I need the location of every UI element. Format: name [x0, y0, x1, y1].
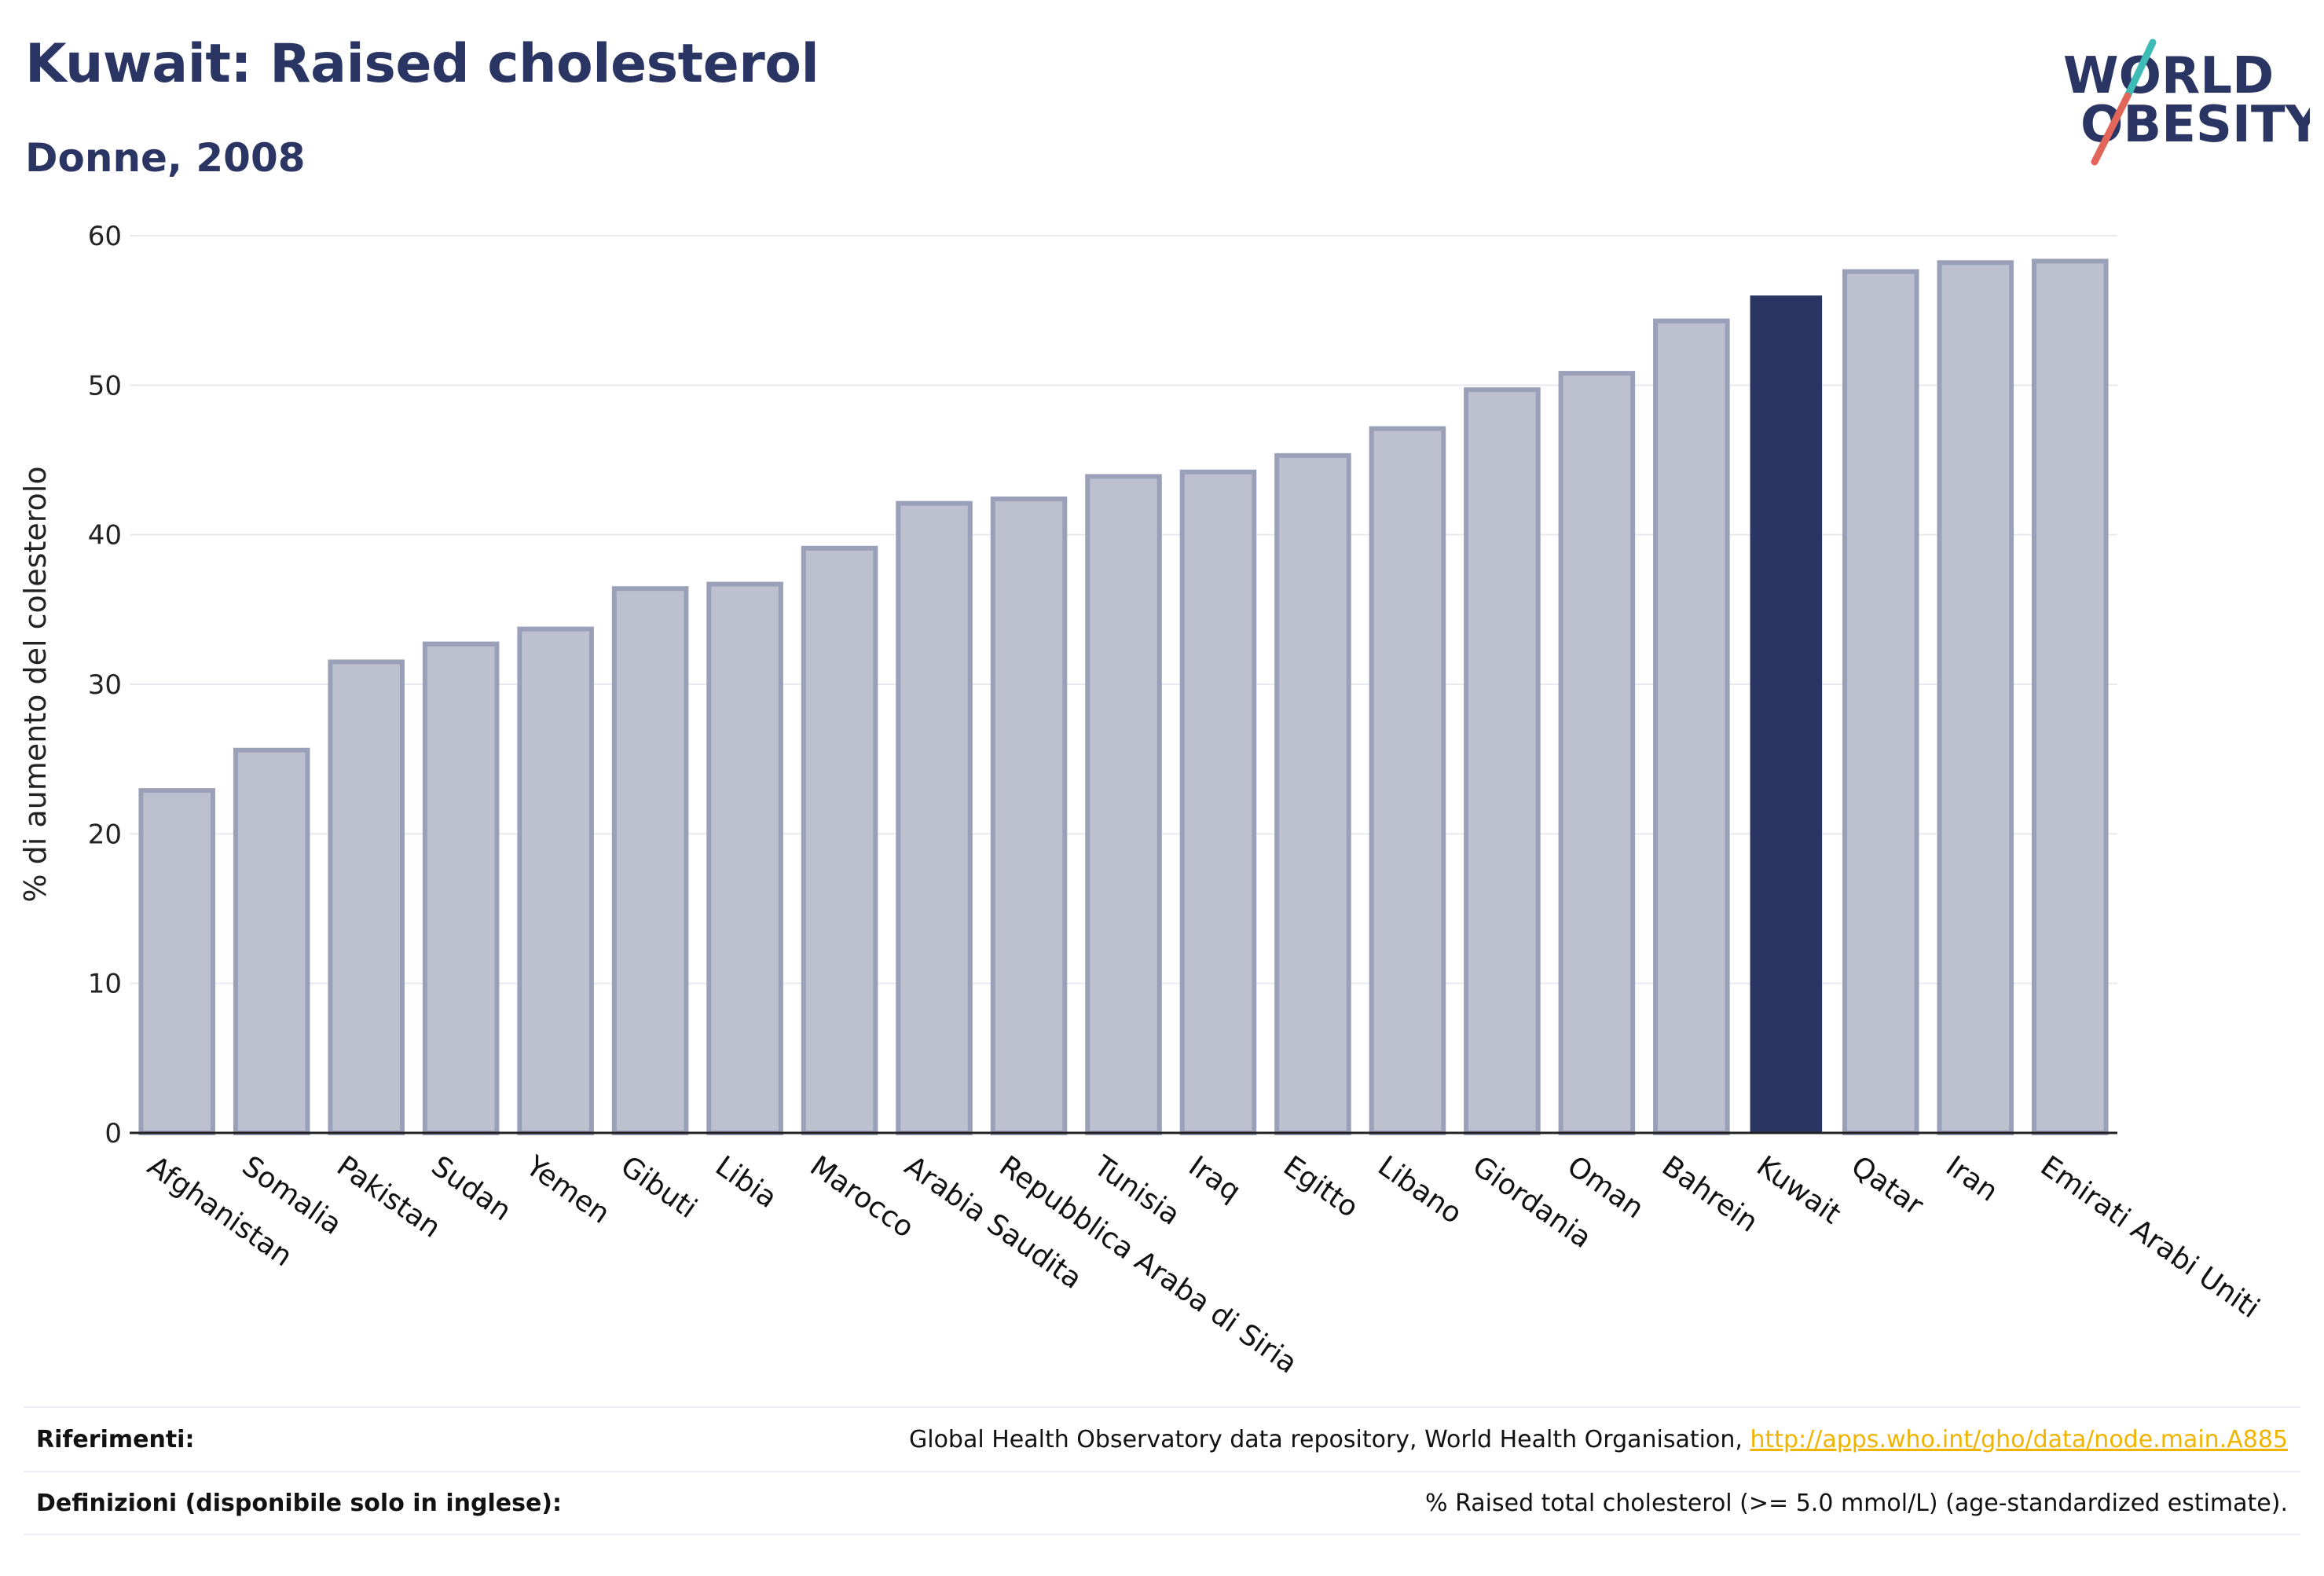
bars	[138, 258, 2109, 1135]
y-tick-label: 0	[104, 1118, 122, 1149]
x-tick-label: Iraq	[1182, 1150, 1246, 1208]
bar-afghanistan	[138, 788, 216, 1135]
logo-text-obesity: OBESITY	[2080, 96, 2310, 154]
definitions-row: Definizioni (disponibile solo in inglese…	[24, 1471, 2300, 1535]
x-tick-label: Marocco	[804, 1150, 919, 1244]
y-axis-ticks: 0 10 20 30 40 50 60	[88, 221, 122, 1149]
x-tick-label: Emirati Arabi Uniti	[2035, 1150, 2265, 1325]
bar-kuwait	[1750, 295, 1823, 1134]
bar-qatar	[1842, 269, 1919, 1135]
y-tick-label: 20	[88, 819, 122, 850]
page-title: Kuwait: Raised cholesterol	[25, 33, 819, 95]
bar-pakistan	[328, 659, 405, 1135]
x-tick-label: Libia	[709, 1150, 783, 1215]
bar-giordania	[1464, 387, 1541, 1135]
bar-gibuti	[611, 586, 689, 1135]
bar-oman	[1558, 371, 1636, 1135]
bar-egitto	[1274, 453, 1351, 1135]
x-tick-label: Pakistan	[331, 1150, 446, 1244]
logo-text-world: WORLD	[2063, 47, 2274, 105]
x-tick-label: Libano	[1372, 1150, 1468, 1230]
y-tick-label: 30	[88, 669, 122, 701]
y-tick-label: 60	[88, 221, 122, 252]
y-axis-label: % di aumento del colesterolo	[18, 466, 53, 902]
references-value: Global Health Observatory data repositor…	[909, 1426, 2288, 1453]
references-link[interactable]: http://apps.who.int/gho/data/node.main.A…	[1750, 1425, 2288, 1453]
world-obesity-logo: WORLD OBESITY	[2063, 38, 2310, 166]
y-tick-label: 40	[88, 520, 122, 552]
bar-iran	[1937, 260, 2014, 1135]
bar-yemen	[517, 626, 594, 1135]
x-tick-label: Yemen	[519, 1149, 615, 1230]
bar-marocco	[801, 545, 878, 1135]
definitions-text: % Raised total cholesterol (>= 5.0 mmol/…	[1425, 1489, 2288, 1517]
bar-iraq	[1179, 469, 1257, 1135]
references-row: Riferimenti: Global Health Observatory d…	[24, 1406, 2300, 1471]
x-tick-label: Qatar	[1846, 1150, 1930, 1222]
x-tick-label: Iran	[1940, 1150, 2003, 1208]
references-text: Global Health Observatory data repositor…	[909, 1425, 1743, 1453]
y-tick-label: 10	[88, 969, 122, 1000]
bar-repubblica-araba-di-siria	[990, 496, 1068, 1135]
x-tick-label: Bahrein	[1656, 1150, 1764, 1239]
bar-sudan	[422, 641, 500, 1135]
x-tick-label: Arabia Saudita	[899, 1150, 1087, 1296]
bar-chart: 0 10 20 30 40 50 60 AfghanistanSomaliaPakistan…	[18, 221, 2265, 1380]
y-tick-label: 50	[88, 370, 122, 401]
logo-slash-teal	[2124, 38, 2157, 100]
footer: Riferimenti: Global Health Observatory d…	[24, 1406, 2300, 1540]
bar-libano	[1369, 426, 1446, 1135]
bar-tunisia	[1085, 474, 1162, 1135]
x-tick-label: Gibuti	[614, 1150, 702, 1225]
references-label: Riferimenti:	[36, 1425, 195, 1453]
page-subtitle: Donne, 2008	[25, 135, 306, 181]
bar-libia	[706, 581, 783, 1135]
bar-bahrein	[1653, 318, 1730, 1135]
bar-emirati-arabi-uniti	[2031, 258, 2109, 1135]
logo-slash-red	[2091, 92, 2132, 166]
x-tick-label: Egitto	[1277, 1150, 1364, 1224]
x-tick-label: Kuwait	[1750, 1150, 1846, 1231]
bar-somalia	[233, 747, 310, 1135]
bar-arabia-saudita	[896, 500, 973, 1135]
definitions-label: Definizioni (disponibile solo in inglese…	[36, 1489, 562, 1517]
